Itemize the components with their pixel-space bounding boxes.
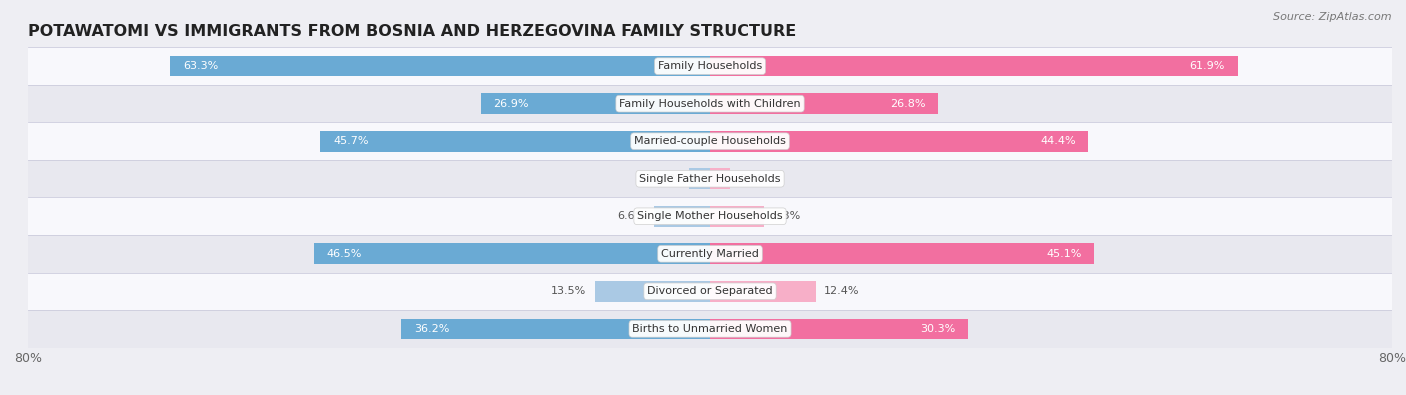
Text: 26.9%: 26.9% <box>494 99 529 109</box>
Bar <box>28 122 1392 160</box>
Text: 45.7%: 45.7% <box>333 136 368 146</box>
Text: 44.4%: 44.4% <box>1040 136 1076 146</box>
Text: 61.9%: 61.9% <box>1189 61 1225 71</box>
Text: 26.8%: 26.8% <box>890 99 925 109</box>
Text: 30.3%: 30.3% <box>921 324 956 334</box>
Text: Single Mother Households: Single Mother Households <box>637 211 783 221</box>
Bar <box>654 206 710 227</box>
Bar <box>710 93 938 114</box>
Bar <box>28 198 1392 235</box>
Text: Married-couple Households: Married-couple Households <box>634 136 786 146</box>
Text: Source: ZipAtlas.com: Source: ZipAtlas.com <box>1274 12 1392 22</box>
Bar <box>689 168 710 189</box>
Text: 2.5%: 2.5% <box>652 174 681 184</box>
Bar <box>170 56 710 77</box>
Bar <box>28 310 1392 348</box>
Bar <box>481 93 710 114</box>
Text: 6.3%: 6.3% <box>772 211 800 221</box>
Bar <box>314 243 710 264</box>
Text: Family Households: Family Households <box>658 61 762 71</box>
Text: Single Father Households: Single Father Households <box>640 174 780 184</box>
Text: 13.5%: 13.5% <box>551 286 586 296</box>
Bar <box>710 243 1094 264</box>
Text: 6.6%: 6.6% <box>617 211 645 221</box>
Bar <box>710 281 815 302</box>
Text: 2.4%: 2.4% <box>740 174 768 184</box>
Text: Family Households with Children: Family Households with Children <box>619 99 801 109</box>
Bar <box>402 318 710 339</box>
Bar <box>28 235 1392 273</box>
Text: 46.5%: 46.5% <box>326 249 361 259</box>
Text: POTAWATOMI VS IMMIGRANTS FROM BOSNIA AND HERZEGOVINA FAMILY STRUCTURE: POTAWATOMI VS IMMIGRANTS FROM BOSNIA AND… <box>28 24 796 39</box>
Bar <box>28 160 1392 198</box>
Bar <box>710 56 1237 77</box>
Text: 63.3%: 63.3% <box>183 61 218 71</box>
Bar <box>28 85 1392 122</box>
Bar <box>28 47 1392 85</box>
Text: 45.1%: 45.1% <box>1046 249 1081 259</box>
Bar <box>710 168 731 189</box>
Bar <box>595 281 710 302</box>
Text: 36.2%: 36.2% <box>415 324 450 334</box>
Text: Currently Married: Currently Married <box>661 249 759 259</box>
Text: Divorced or Separated: Divorced or Separated <box>647 286 773 296</box>
Bar <box>710 318 969 339</box>
Text: 12.4%: 12.4% <box>824 286 859 296</box>
Bar <box>28 273 1392 310</box>
Text: Births to Unmarried Women: Births to Unmarried Women <box>633 324 787 334</box>
Bar <box>710 131 1088 152</box>
Bar <box>321 131 710 152</box>
Bar <box>710 206 763 227</box>
